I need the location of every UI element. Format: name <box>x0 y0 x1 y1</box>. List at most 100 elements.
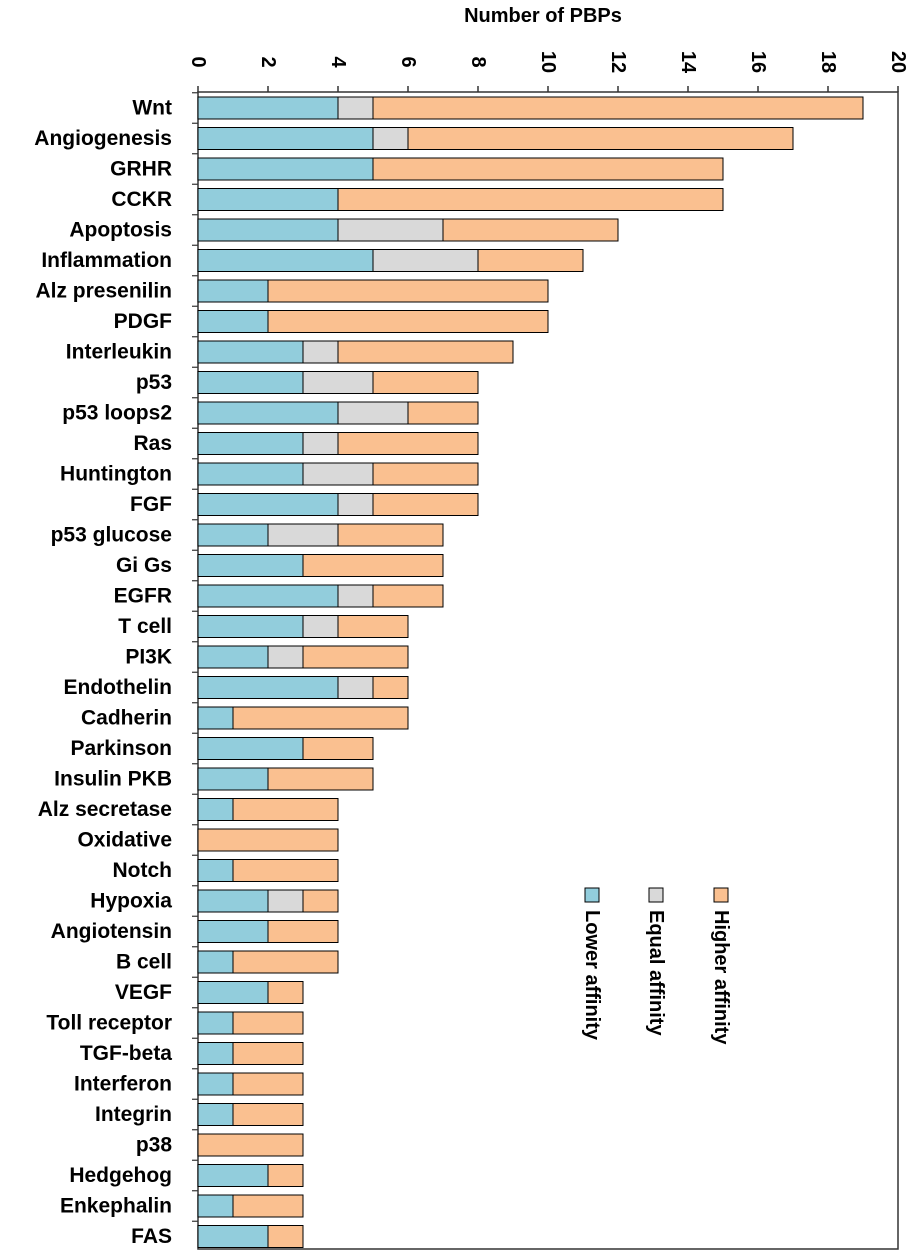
bar-segment-lower-affinity <box>197 401 339 425</box>
bar-segment-higher-affinity <box>337 432 479 455</box>
bar-segment-lower-affinity <box>197 1164 269 1187</box>
bar-segment-higher-affinity <box>267 310 549 333</box>
bar-segment-higher-affinity <box>477 249 584 272</box>
bar-segment-lower-affinity <box>197 920 269 943</box>
x-tick-label: 10 <box>537 51 559 73</box>
legend: Lower affinity Equal affinity Higher affin… <box>581 887 732 1045</box>
category-label: FAS <box>131 1225 172 1248</box>
category-label: p38 <box>136 1134 173 1157</box>
category-label: p53 <box>136 371 172 394</box>
bar-segment-lower-affinity <box>197 737 304 760</box>
category-label: T cell <box>118 615 172 638</box>
bar-segment-equal-affinity <box>372 249 479 272</box>
category-label: Insulin PKB <box>54 768 172 791</box>
category-label: Integrin <box>95 1103 172 1126</box>
bar-segment-higher-affinity <box>372 462 479 486</box>
category-label: GRHR <box>110 158 172 181</box>
bar-segment-higher-affinity <box>267 767 374 791</box>
bar-segment-higher-affinity <box>372 157 724 181</box>
bar-segment-lower-affinity <box>197 554 304 577</box>
bar-segment-higher-affinity <box>232 1194 304 1218</box>
x-axis-title: Number of PBPs <box>464 5 622 27</box>
category-label: EGFR <box>114 585 172 608</box>
bar-segment-lower-affinity <box>197 676 339 699</box>
category-label: B cell <box>116 951 172 974</box>
bar-segment-lower-affinity <box>197 950 234 974</box>
category-label: Interleukin <box>66 341 172 364</box>
bar-segment-lower-affinity <box>197 1011 234 1035</box>
bar-segment-lower-affinity <box>197 889 269 913</box>
x-tick-label: 4 <box>327 56 349 68</box>
bar-segment-higher-affinity <box>302 645 409 669</box>
bar-segment-equal-affinity <box>267 645 304 669</box>
bar-segment-equal-affinity <box>302 462 374 486</box>
category-label: CCKR <box>111 188 172 211</box>
bar-segment-lower-affinity <box>197 981 269 1004</box>
legend-label: Lower affinity <box>581 910 603 1041</box>
bar-segment-equal-affinity <box>302 340 339 364</box>
bar-segment-higher-affinity <box>267 1225 304 1248</box>
bar-segment-lower-affinity <box>197 1225 269 1248</box>
category-label: Alz presenilin <box>35 280 172 303</box>
bar-segment-higher-affinity <box>232 1042 304 1065</box>
bar-segment-lower-affinity <box>197 798 234 821</box>
bar-segment-lower-affinity <box>197 371 304 394</box>
category-label: Hypoxia <box>90 890 172 913</box>
bar-segment-lower-affinity <box>197 615 304 638</box>
category-label: VEGF <box>115 981 172 1004</box>
bar-segment-equal-affinity <box>337 584 374 608</box>
legend-swatch-equal-affinity <box>648 887 664 903</box>
bar-segment-higher-affinity <box>232 1072 304 1096</box>
category-label: Oxidative <box>77 829 172 852</box>
bar-segment-lower-affinity <box>197 218 339 242</box>
category-label: Apoptosis <box>69 219 172 242</box>
bar-segment-lower-affinity <box>197 96 339 120</box>
bar-segment-higher-affinity <box>337 615 409 638</box>
bar-segment-higher-affinity <box>232 706 409 730</box>
bar-segment-lower-affinity <box>197 157 374 181</box>
bar-segment-higher-affinity <box>232 1011 304 1035</box>
bar-segment-lower-affinity <box>197 645 269 669</box>
x-tick-label: 20 <box>887 51 909 73</box>
bar-segment-equal-affinity <box>267 523 339 547</box>
bar-segment-higher-affinity <box>232 859 339 882</box>
bar-segment-lower-affinity <box>197 188 339 211</box>
bar-segment-higher-affinity <box>267 1164 304 1187</box>
legend-label: Equal affinity <box>645 910 667 1036</box>
category-label: Angiotensin <box>51 920 172 943</box>
bar-segment-higher-affinity <box>372 371 479 394</box>
bar-segment-lower-affinity <box>197 340 304 364</box>
bar-segment-higher-affinity <box>267 279 549 303</box>
bar-segment-higher-affinity <box>442 218 619 242</box>
legend-swatch-higher-affinity <box>713 887 729 903</box>
bar-segment-higher-affinity <box>372 584 444 608</box>
category-label: PDGF <box>114 310 173 333</box>
bar-segment-equal-affinity <box>337 493 374 516</box>
category-label: Huntington <box>60 463 172 486</box>
category-label: Interferon <box>74 1073 172 1096</box>
bar-segment-lower-affinity <box>197 767 269 791</box>
category-label: Inflammation <box>41 249 172 272</box>
bar-segment-higher-affinity <box>407 127 794 150</box>
bar-segment-higher-affinity <box>232 1103 304 1126</box>
category-label: Notch <box>113 859 173 882</box>
bar-segment-higher-affinity <box>337 523 444 547</box>
bar-segment-equal-affinity <box>337 96 374 120</box>
bar-segment-higher-affinity <box>372 96 864 120</box>
bar-segment-equal-affinity <box>302 432 339 455</box>
category-label: Wnt <box>132 97 172 120</box>
bar-segment-lower-affinity <box>197 1072 234 1096</box>
x-tick-label: 12 <box>607 51 629 73</box>
category-labels: Wnt Angiogenesis GRHR CCKR Apoptosis Inflamma… <box>34 97 172 1249</box>
bar-segment-lower-affinity <box>197 310 269 333</box>
x-tick-label: 16 <box>747 51 769 73</box>
bar-segment-lower-affinity <box>197 432 304 455</box>
category-label: p53 loops2 <box>62 402 172 425</box>
bar-segment-lower-affinity <box>197 462 304 486</box>
bar-segment-higher-affinity <box>197 828 339 852</box>
category-label: Cadherin <box>81 707 172 730</box>
x-axis-ticks: 0 2 4 6 8 10 12 14 16 18 20 <box>187 51 909 1222</box>
bar-segment-lower-affinity <box>197 1103 234 1126</box>
bar-segment-lower-affinity <box>197 859 234 882</box>
legend-swatch-lower-affinity <box>584 887 600 903</box>
